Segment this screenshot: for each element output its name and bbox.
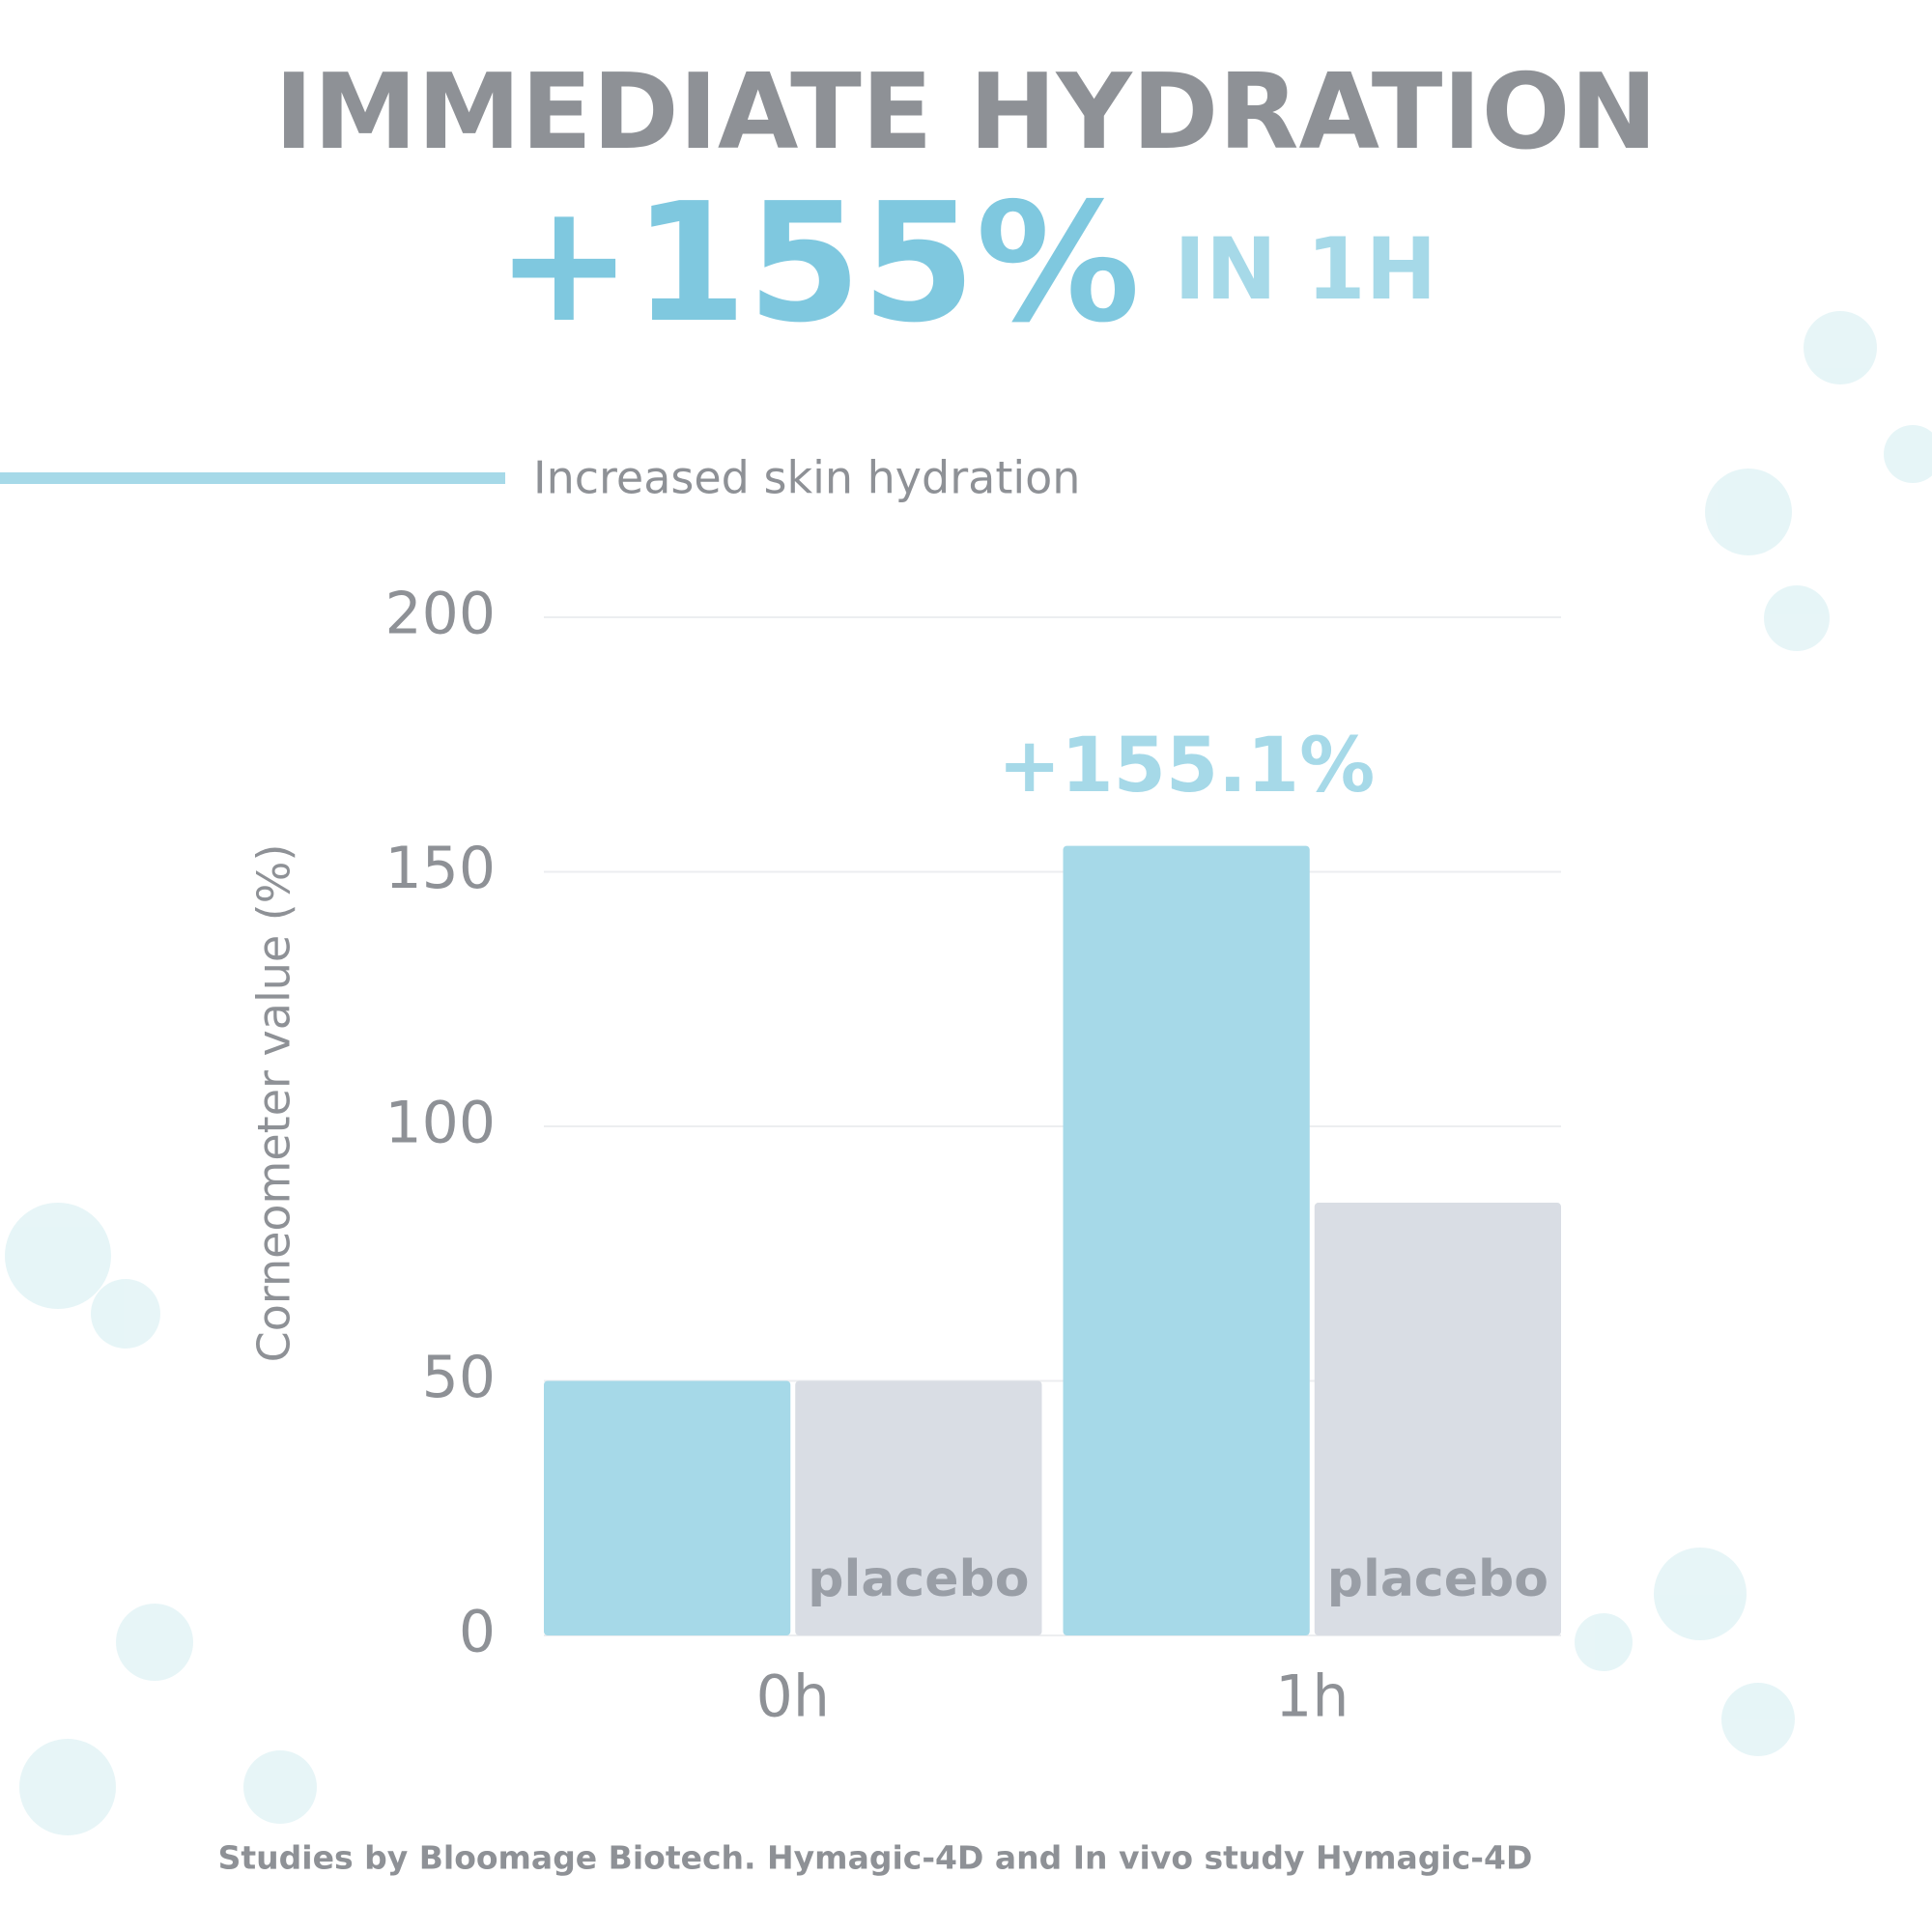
decoration (5, 311, 1932, 1835)
headline-suffix: IN 1H (1174, 219, 1436, 319)
bar (1063, 845, 1310, 1635)
y-tick-label: 150 (384, 835, 496, 902)
footnote: Studies by Bloomage Biotech. Hymagic-4D … (218, 1839, 1533, 1877)
y-tick-label: 200 (384, 581, 496, 648)
headline-value: +155% (496, 168, 1141, 359)
x-tick-label: 0h (756, 1663, 830, 1731)
y-tick-label: 0 (459, 1599, 496, 1666)
headline: +155% IN 1H (496, 168, 1437, 359)
y-tick-label: 100 (384, 1090, 496, 1157)
value-label: +155.1% (998, 723, 1375, 810)
bar (795, 1380, 1042, 1635)
bar-label: placebo (1327, 1550, 1548, 1608)
chart-title: IMMEDIATE HYDRATION (274, 52, 1658, 173)
y-axis-label: Corneometer value (%) (248, 844, 300, 1363)
subtitle-rule (0, 472, 505, 484)
bar (544, 1380, 791, 1635)
bar-label: placebo (808, 1550, 1029, 1608)
y-tick-label: 50 (422, 1344, 496, 1411)
bar (1314, 1203, 1561, 1635)
subtitle: Increased skin hydration (533, 452, 1080, 504)
x-tick-label: 1h (1275, 1663, 1349, 1731)
